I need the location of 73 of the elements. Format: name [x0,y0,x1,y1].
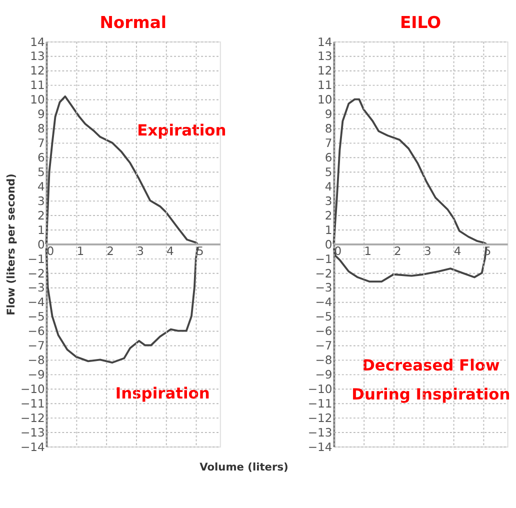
y-tick-label: −10 [308,382,332,396]
x-tick-label: 2 [106,244,114,258]
y-tick-label: −9 [28,368,45,382]
y-tick-label: 8 [324,122,332,136]
y-tick-label: 11 [30,78,45,92]
y-tick-label: −7 [28,338,45,353]
y-tick-label: 5 [37,164,45,179]
y-tick-label: −5 [315,310,332,324]
x-axis-title: Volume (liters) [200,462,288,474]
y-tick-label: 8 [37,122,45,136]
y-tick-label: 12 [30,64,45,78]
y-tick-label: 11 [318,78,332,92]
y-tick-label: 6 [37,150,45,165]
y-tick-label: −4 [28,295,45,310]
y-tick-label: −8 [28,353,45,368]
y-tick-label: 5 [324,164,332,179]
y-tick-label: −12 [308,410,332,425]
y-tick-label: 3 [324,194,332,208]
y-tick-label: −2 [28,266,45,280]
annotation: Expiration [137,121,226,140]
y-tick-label: 13 [318,49,332,64]
y-tick-label: −5 [28,310,45,324]
y-tick-label: −12 [20,410,45,425]
y-tick-label: −2 [315,266,332,280]
y-tick-label: 12 [318,64,332,78]
annotation: Decreased Flow During Inspiration [352,356,510,404]
x-tick-label: 4 [454,244,462,258]
x-tick-label: 3 [424,244,432,258]
y-tick-label: −13 [20,425,45,440]
y-tick-label: 6 [324,150,332,165]
y-tick-label: 13 [30,49,45,64]
y-tick-label: 14 [318,34,332,49]
x-tick-label: 1 [364,244,372,258]
y-tick-label: 10 [318,92,332,107]
y-tick-label: −6 [28,324,45,338]
y-tick-label: 2 [37,208,45,222]
x-tick-label: 2 [394,244,402,258]
y-tick-label: 14 [30,34,45,49]
x-tick-label: 4 [166,244,174,258]
y-tick-label: 7 [37,136,45,150]
y-tick-label: 4 [324,179,332,194]
y-tick-label: 10 [30,92,45,107]
y-tick-label: 1 [37,222,45,237]
y-tick-label: −1 [28,252,45,266]
y-tick-label: −3 [28,280,45,295]
y-tick-label: −4 [315,295,332,310]
chart-title: EILO [400,12,442,32]
x-tick-label: 3 [136,244,144,258]
x-tick-label: 0 [334,244,342,258]
y-tick-label: 4 [37,179,45,194]
y-axis-title: Flow (liters per second) [6,174,18,316]
y-tick-label: −11 [308,396,332,410]
y-tick-label: 2 [324,208,332,222]
y-tick-label: −13 [308,425,332,440]
chart-title: Normal [100,12,166,32]
y-tick-label: −3 [315,280,332,295]
y-tick-label: −10 [20,382,45,396]
y-tick-label: 7 [324,136,332,150]
y-tick-label: 1 [324,222,332,237]
y-tick-label: 3 [37,194,45,208]
x-tick-label: 0 [46,244,54,258]
y-tick-label: 9 [37,107,45,122]
y-tick-label: −11 [20,396,45,410]
y-tick-label: −1 [315,252,332,266]
y-tick-label: −9 [315,368,332,382]
y-tick-label: 9 [324,107,332,122]
annotation: Inspiration [115,384,210,403]
y-tick-label: −8 [315,353,332,368]
y-tick-label: −7 [315,338,332,353]
y-tick-label: −14 [20,440,45,454]
x-tick-label: 1 [76,244,84,258]
y-tick-label: −6 [315,324,332,338]
y-tick-label: −14 [308,440,332,454]
